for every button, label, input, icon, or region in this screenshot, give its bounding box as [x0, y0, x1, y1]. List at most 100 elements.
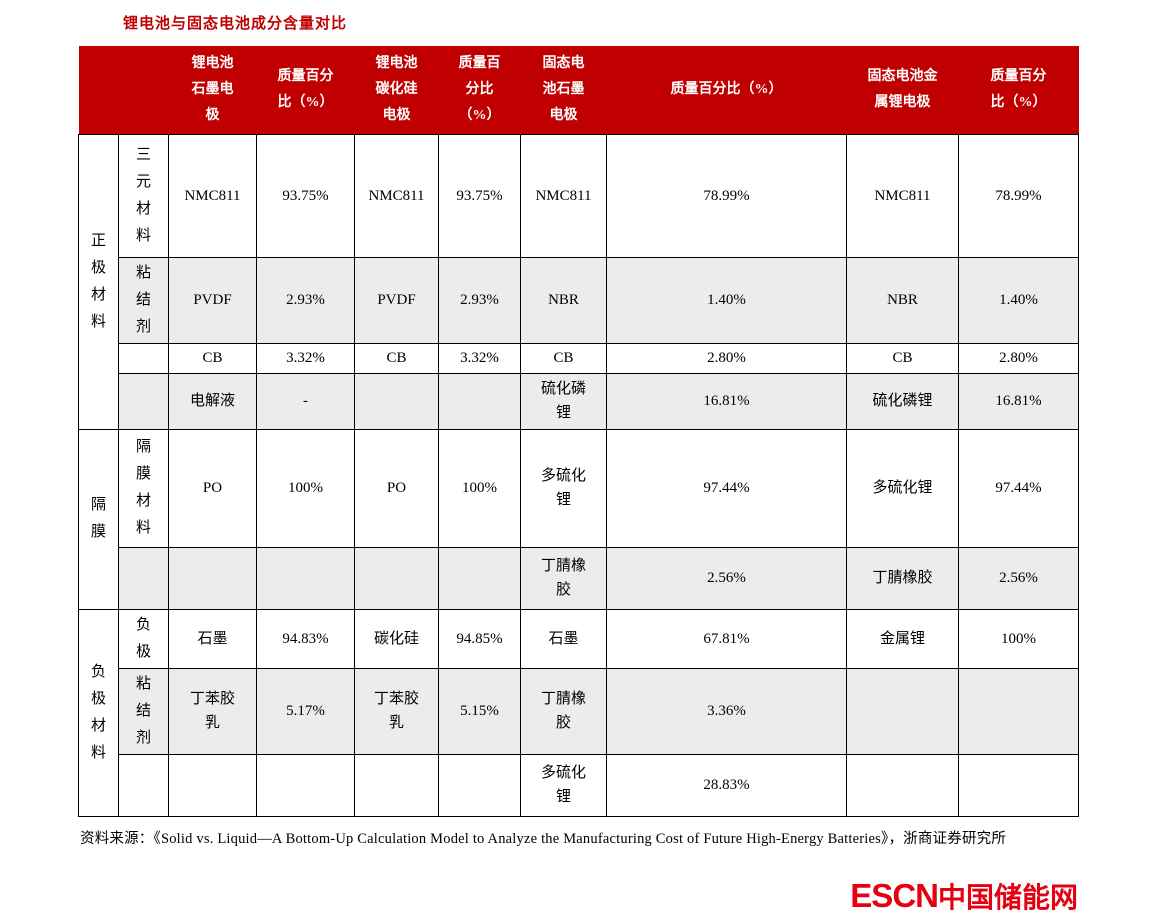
- data-cell: 28.83%: [606, 753, 847, 817]
- data-cell: PO: [168, 428, 257, 548]
- escn-logo-text: ESCN: [850, 876, 939, 914]
- data-cell: NMC811: [168, 133, 257, 258]
- data-cell: PVDF: [168, 256, 257, 344]
- data-cell: [958, 667, 1079, 755]
- data-cell: 电解液: [168, 372, 257, 430]
- data-cell: 金属锂: [846, 608, 959, 669]
- data-cell: 1.40%: [606, 256, 847, 344]
- header-cell-pct-3: 质量百分比（%）: [606, 46, 847, 134]
- data-cell: PO: [354, 428, 439, 548]
- data-cell: CB: [846, 342, 959, 374]
- data-cell: 16.81%: [606, 372, 847, 430]
- data-cell: 67.81%: [606, 608, 847, 669]
- data-cell: 2.56%: [958, 546, 1079, 610]
- data-cell: 94.83%: [256, 608, 355, 669]
- data-cell: NMC811: [354, 133, 439, 258]
- data-cell: NBR: [520, 256, 607, 344]
- data-cell: 78.99%: [606, 133, 847, 258]
- table-row: 粘 结 剂 PVDF 2.93% PVDF 2.93% NBR 1.40% NB…: [79, 256, 1079, 344]
- data-cell: [168, 546, 257, 610]
- table-row: 电解液 - 硫化磷 锂 16.81% 硫化磷锂 16.81%: [79, 372, 1079, 430]
- data-cell: 3.36%: [606, 667, 847, 755]
- subgroup-cell: 隔 膜 材 料: [118, 428, 169, 548]
- subgroup-cell: 负 极: [118, 608, 169, 669]
- header-cell-pct-2: 质量百 分比 （%）: [438, 46, 521, 134]
- table-title: 锂电池与固态电池成分含量对比: [123, 16, 348, 32]
- data-cell: 2.93%: [256, 256, 355, 344]
- subgroup-cell: [118, 546, 169, 610]
- data-cell: 丁苯胶 乳: [168, 667, 257, 755]
- data-cell: 5.17%: [256, 667, 355, 755]
- group-cell-cathode: 正 极 材 料: [78, 133, 119, 430]
- table-row: 正 极 材 料 三 元 材 料 NMC811 93.75% NMC811 93.…: [78, 133, 1079, 430]
- table-row: 多硫化 锂 28.83%: [79, 753, 1079, 817]
- data-cell: 丁苯胶 乳: [354, 667, 439, 755]
- data-cell: 97.44%: [958, 428, 1079, 548]
- header-cell-li-graphite: 锂电池 石墨电 极: [168, 46, 257, 134]
- table-row: 隔 膜 隔 膜 材 料 PO 100% PO 100% 多硫化 锂 97.44%…: [78, 428, 1079, 610]
- subgroup-cell: [118, 372, 169, 430]
- header-cell-ss-limetal: 固态电池金 属锂电极: [846, 46, 959, 134]
- data-cell: 多硫化锂: [846, 428, 959, 548]
- group-cell-anode: 负 极 材 料: [78, 608, 119, 817]
- subgroup-cell: 粘 结 剂: [118, 256, 169, 344]
- data-cell: PVDF: [354, 256, 439, 344]
- table-row: 负 极 材 料 负 极 石墨 94.83% 碳化硅 94.85% 石墨 67.8…: [78, 608, 1079, 817]
- group-cell-separator: 隔 膜: [78, 428, 119, 610]
- data-cell: [846, 753, 959, 817]
- header-cell-pct-4: 质量百分 比（%）: [958, 46, 1079, 134]
- data-cell: [354, 546, 439, 610]
- data-cell: 100%: [958, 608, 1079, 669]
- data-cell: 2.80%: [958, 342, 1079, 374]
- data-cell: 3.32%: [438, 342, 521, 374]
- data-cell: [168, 753, 257, 817]
- subgroup-cell: 三 元 材 料: [118, 133, 169, 258]
- data-cell: 2.56%: [606, 546, 847, 610]
- data-cell: 多硫化 锂: [520, 753, 607, 817]
- data-cell: 100%: [256, 428, 355, 548]
- data-cell: 碳化硅: [354, 608, 439, 669]
- data-cell: [438, 372, 521, 430]
- data-cell: [256, 546, 355, 610]
- data-cell: [846, 667, 959, 755]
- data-cell: 16.81%: [958, 372, 1079, 430]
- data-cell: [438, 546, 521, 610]
- data-cell: 97.44%: [606, 428, 847, 548]
- data-cell: 丁腈橡 胶: [520, 667, 607, 755]
- header-row: 锂电池 石墨电 极 质量百分 比（%） 锂电池 碳化硅 电极 质量百 分比 （%…: [78, 46, 1079, 134]
- data-cell: 丁腈橡 胶: [520, 546, 607, 610]
- data-cell: 1.40%: [958, 256, 1079, 344]
- header-cell-li-sic: 锂电池 碳化硅 电极: [354, 46, 439, 134]
- data-cell: NMC811: [846, 133, 959, 258]
- subgroup-cell: 粘 结 剂: [118, 667, 169, 755]
- data-cell: [354, 372, 439, 430]
- data-cell: -: [256, 372, 355, 430]
- data-cell: 100%: [438, 428, 521, 548]
- escn-logo: ESCN中国储能网: [78, 876, 1078, 916]
- composition-table: 锂电池 石墨电 极 质量百分 比（%） 锂电池 碳化硅 电极 质量百 分比 （%…: [78, 46, 1079, 817]
- source-note: 资料来源：《Solid vs. Liquid—A Bottom-Up Calcu…: [80, 830, 1007, 847]
- data-cell: 2.80%: [606, 342, 847, 374]
- data-cell: CB: [168, 342, 257, 374]
- data-cell: 78.99%: [958, 133, 1079, 258]
- data-cell: [256, 753, 355, 817]
- header-cell-pct-1: 质量百分 比（%）: [256, 46, 355, 134]
- data-cell: [438, 753, 521, 817]
- data-cell: 石墨: [520, 608, 607, 669]
- data-cell: 硫化磷锂: [846, 372, 959, 430]
- data-cell: 3.32%: [256, 342, 355, 374]
- data-cell: [958, 753, 1079, 817]
- data-cell: NBR: [846, 256, 959, 344]
- data-cell: 93.75%: [438, 133, 521, 258]
- table-row: 粘 结 剂 丁苯胶 乳 5.17% 丁苯胶 乳 5.15% 丁腈橡 胶 3.36…: [79, 667, 1079, 755]
- subgroup-cell: [118, 753, 169, 817]
- data-cell: [354, 753, 439, 817]
- data-cell: 2.93%: [438, 256, 521, 344]
- table-row: CB 3.32% CB 3.32% CB 2.80% CB 2.80%: [79, 342, 1079, 374]
- table-row: 丁腈橡 胶 2.56% 丁腈橡胶 2.56%: [79, 546, 1079, 610]
- escn-logo-site-name: 中国储能网: [937, 881, 1078, 913]
- data-cell: CB: [354, 342, 439, 374]
- data-cell: 石墨: [168, 608, 257, 669]
- header-cell-ss-graphite: 固态电 池石墨 电极: [520, 46, 607, 134]
